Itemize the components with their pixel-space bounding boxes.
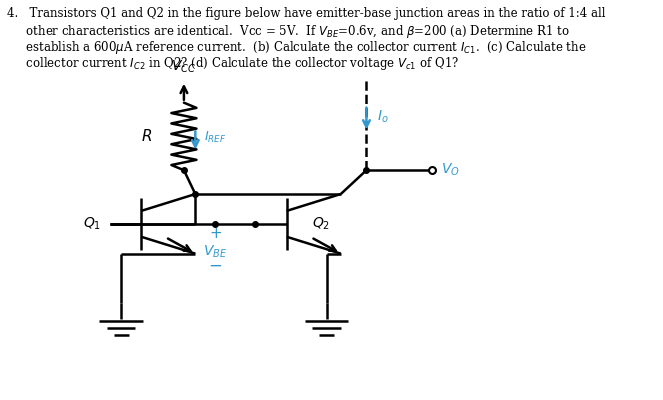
Text: $R$: $R$ — [141, 128, 152, 144]
Text: $V_{CC}$: $V_{CC}$ — [172, 58, 196, 75]
Text: $V_O$: $V_O$ — [441, 162, 459, 178]
Text: other characteristics are identical.  Vcc = 5V.  If $V_{BE}$=0.6v, and $\beta$=2: other characteristics are identical. Vcc… — [7, 23, 570, 40]
Text: collector current $I_{C2}$ in Q2? (d) Calculate the collector voltage $V_{c1}$ o: collector current $I_{C2}$ in Q2? (d) Ca… — [7, 55, 459, 72]
Text: 4.   Transistors Q1 and Q2 in the figure below have emitter-base junction areas : 4. Transistors Q1 and Q2 in the figure b… — [7, 7, 605, 20]
Text: $I_o$: $I_o$ — [377, 108, 389, 125]
Text: $Q_2$: $Q_2$ — [312, 216, 330, 232]
Text: +: + — [209, 226, 221, 241]
Text: establish a 600$\mu$A reference current.  (b) Calculate the collector current $I: establish a 600$\mu$A reference current.… — [7, 39, 587, 56]
Text: $I_{REF}$: $I_{REF}$ — [204, 130, 226, 145]
Text: $Q_1$: $Q_1$ — [83, 216, 101, 232]
Text: $V_{BE}$: $V_{BE}$ — [203, 244, 227, 260]
Text: −: − — [208, 256, 222, 274]
